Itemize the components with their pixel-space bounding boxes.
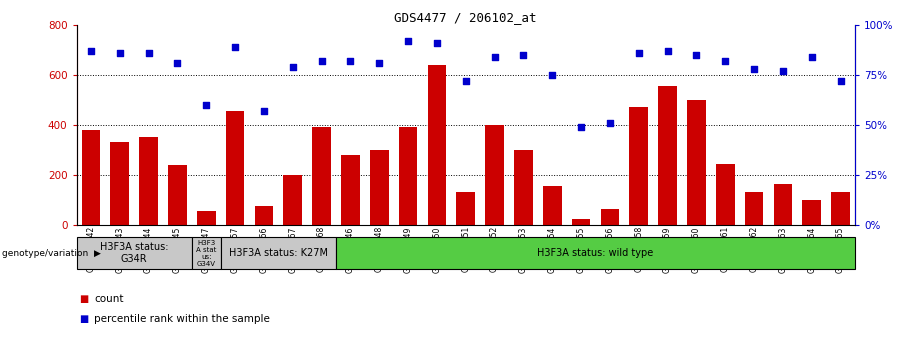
- Point: [747, 66, 761, 72]
- Bar: [744, 192, 763, 225]
- Bar: [658, 86, 677, 225]
- Point: [170, 60, 184, 65]
- Point: [689, 52, 704, 58]
- Point: [256, 108, 271, 114]
- Point: [545, 72, 560, 78]
- Bar: [312, 127, 331, 225]
- Point: [776, 68, 790, 74]
- Point: [517, 52, 531, 58]
- Point: [228, 44, 242, 50]
- Point: [833, 78, 848, 84]
- Bar: [485, 125, 504, 225]
- Bar: [111, 142, 129, 225]
- Bar: [168, 165, 187, 225]
- Text: count: count: [94, 294, 124, 304]
- Point: [285, 64, 300, 70]
- Bar: [140, 137, 158, 225]
- Bar: [370, 150, 389, 225]
- Text: ■: ■: [79, 314, 88, 324]
- Bar: [543, 186, 562, 225]
- Bar: [428, 65, 446, 225]
- Bar: [76, 237, 192, 269]
- Bar: [514, 150, 533, 225]
- Text: ■: ■: [79, 294, 88, 304]
- Point: [141, 50, 156, 56]
- Text: H3F3A status: wild type: H3F3A status: wild type: [537, 248, 653, 258]
- Point: [372, 60, 386, 65]
- Bar: [629, 107, 648, 225]
- Bar: [226, 111, 245, 225]
- Point: [661, 48, 675, 53]
- Bar: [600, 209, 619, 225]
- Bar: [572, 218, 590, 225]
- Text: H3F3A status: K27M: H3F3A status: K27M: [229, 248, 328, 258]
- Bar: [336, 237, 855, 269]
- Point: [429, 40, 444, 46]
- Text: percentile rank within the sample: percentile rank within the sample: [94, 314, 270, 324]
- Point: [488, 54, 502, 59]
- Bar: [192, 237, 220, 269]
- Point: [84, 48, 98, 53]
- Bar: [803, 200, 821, 225]
- Point: [718, 58, 733, 64]
- Point: [400, 38, 415, 44]
- Bar: [399, 127, 418, 225]
- Point: [343, 58, 357, 64]
- Point: [112, 50, 127, 56]
- Point: [603, 120, 617, 126]
- Point: [574, 124, 589, 130]
- Point: [199, 102, 213, 108]
- Text: GDS4477 / 206102_at: GDS4477 / 206102_at: [394, 11, 537, 24]
- Bar: [716, 164, 734, 225]
- Bar: [197, 211, 216, 225]
- Bar: [773, 183, 792, 225]
- Point: [805, 54, 819, 59]
- Bar: [687, 100, 706, 225]
- Bar: [220, 237, 336, 269]
- Bar: [456, 192, 475, 225]
- Point: [632, 50, 646, 56]
- Bar: [832, 192, 850, 225]
- Bar: [284, 175, 302, 225]
- Bar: [255, 206, 274, 225]
- Text: H3F3A status:
G34R: H3F3A status: G34R: [100, 242, 168, 264]
- Point: [314, 58, 328, 64]
- Point: [458, 78, 473, 84]
- Text: H3F3
A stat
us:
G34V: H3F3 A stat us: G34V: [196, 240, 216, 267]
- Text: genotype/variation  ▶: genotype/variation ▶: [2, 249, 101, 258]
- Bar: [341, 155, 360, 225]
- Bar: [82, 130, 100, 225]
